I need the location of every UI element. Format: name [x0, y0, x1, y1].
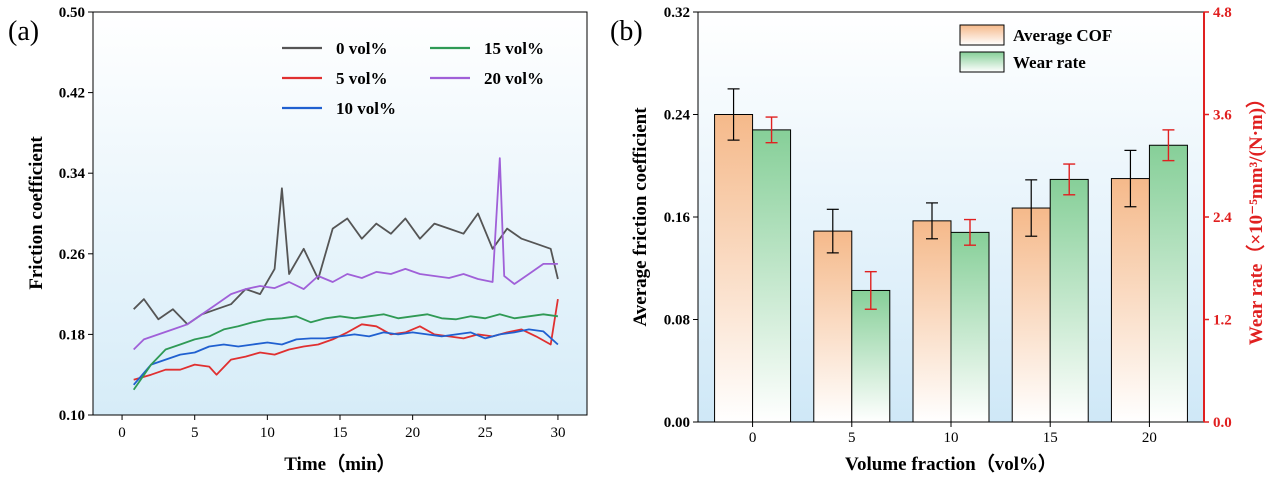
bar-wear-rate	[752, 129, 792, 423]
panel-b-right-tick-label: 0.0	[1213, 415, 1232, 431]
panel-b-right-tick-label: 2.4	[1213, 210, 1232, 226]
panel-b-y-tick-label: 0.00	[664, 415, 690, 431]
bar-average-cof	[912, 220, 952, 423]
panel-b-x-tick-label: 10	[944, 430, 959, 446]
bar-wear-rate	[1049, 178, 1089, 423]
legend-label: Average COF	[1013, 26, 1112, 45]
bar-average-cof	[813, 230, 853, 423]
panel-b-right-tick-label: 3.6	[1213, 108, 1232, 124]
panel-a-y-tick-label: 0.34	[59, 166, 86, 182]
panel-b-y-tick-label: 0.24	[664, 108, 691, 124]
bar-wear-rate	[950, 231, 990, 423]
panel-b-x-tick-label: 0	[749, 430, 757, 446]
panel-b-right-axis-label: Wear rate（×10⁻⁵mm³/(N·m)）	[1244, 89, 1267, 345]
series-line-15-volpct	[132, 313, 559, 391]
panel-a-x-tick-label: 25	[478, 425, 493, 441]
panel-a-x-tick-label: 0	[118, 425, 126, 441]
panel-b: (b) 0 5 10 15 20 0.00 0.08 0.16 0.24 0.32 0.0 1.2 2.…	[610, 5, 1267, 475]
panel-a-x-tick-label: 10	[260, 425, 275, 441]
bar-wear-rate	[1148, 144, 1188, 423]
series-line-20-volpct	[133, 157, 558, 351]
panel-b-x-axis-label: Volume fraction（vol%）	[845, 452, 1057, 475]
panel-b-x-tick-label: 5	[848, 430, 856, 446]
bar-average-cof	[714, 114, 754, 423]
panel-a-label: (a)	[8, 16, 39, 47]
panel-b-y-tick-label: 0.16	[664, 210, 691, 226]
panel-a-x-tick-label: 5	[191, 425, 199, 441]
panel-a-y-tick-label: 0.18	[59, 327, 85, 343]
panel-a-y-axis-label: Friction coefficient	[26, 136, 47, 290]
panel-b-y-axis-label: Average friction coefficient	[630, 107, 651, 327]
legend-label: 20 vol%	[484, 69, 544, 88]
bar-average-cof	[1110, 178, 1150, 423]
panel-b-right-tick-label: 1.2	[1213, 313, 1232, 329]
panel-a-x-tick-label: 15	[333, 425, 348, 441]
panel-b-y-tick-label: 0.08	[664, 313, 690, 329]
panel-a-plot-area	[92, 11, 588, 416]
legend-label: 0 vol%	[336, 39, 387, 58]
legend-label: 5 vol%	[336, 69, 387, 88]
panel-a-x-tick-label: 20	[405, 425, 420, 441]
legend-label: Wear rate	[1013, 53, 1086, 72]
legend-label: 10 vol%	[336, 99, 396, 118]
panel-b-label: (b)	[610, 16, 643, 47]
legend-swatch	[959, 51, 1005, 73]
panel-a-y-tick-label: 0.42	[59, 86, 85, 102]
legend-label: 15 vol%	[484, 39, 544, 58]
panel-a-y-tick-label: 0.50	[59, 5, 85, 21]
panel-b-x-tick-label: 20	[1142, 430, 1157, 446]
bar-wear-rate	[851, 289, 891, 423]
legend-swatch	[959, 24, 1005, 46]
panel-a: (a) 0 5 10 15 20 25 30 0.10 0.18 0.26 0.34 0.42 0.50…	[8, 5, 588, 475]
panel-a-y-tick-label: 0.10	[59, 408, 85, 424]
series-line-10-volpct	[133, 328, 559, 386]
panel-a-x-tick-label: 30	[550, 425, 565, 441]
panel-a-y-tick-label: 0.26	[59, 247, 86, 263]
panel-b-x-tick-label: 15	[1043, 430, 1058, 446]
bar-average-cof	[1011, 207, 1051, 423]
panel-b-y-tick-label: 0.32	[664, 5, 690, 21]
panel-b-right-tick-label: 4.8	[1213, 5, 1232, 21]
panel-a-x-axis-label: Time（min）	[284, 452, 396, 475]
